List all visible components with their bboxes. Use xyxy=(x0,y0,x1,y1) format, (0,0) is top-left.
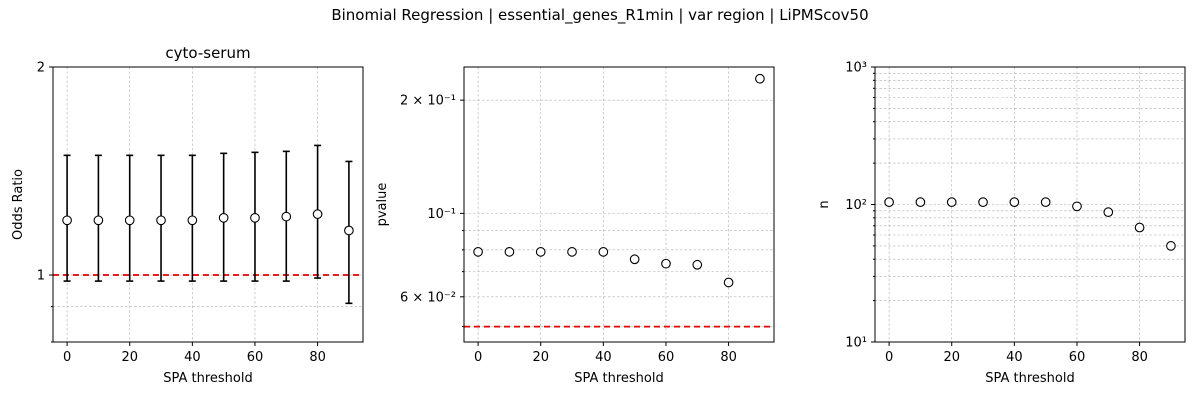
y-tick-label: 10³ xyxy=(845,61,867,76)
y-tick-label: 10⁻¹ xyxy=(427,207,456,222)
x-tick-label: 60 xyxy=(658,350,675,365)
data-point xyxy=(978,197,988,208)
axes-frame xyxy=(52,66,364,343)
data-point xyxy=(218,212,229,223)
x-tick-label: 0 xyxy=(474,350,482,365)
data-point xyxy=(156,215,166,226)
data-point xyxy=(281,211,292,222)
data-point xyxy=(946,197,957,208)
y-tick-label: 10² xyxy=(845,198,867,213)
data-point xyxy=(312,209,323,219)
data-point xyxy=(473,247,483,257)
data-point xyxy=(915,197,926,208)
x-tick-label: 60 xyxy=(247,350,264,365)
data-point xyxy=(62,215,72,226)
data-point xyxy=(629,254,640,265)
panel-odds-ratio: 0 20 40 60 80 1 2 cyto-serum SPA threshold Odds R… xyxy=(11,44,364,386)
axes-frame xyxy=(874,66,1186,343)
data-point xyxy=(1072,201,1082,212)
data-point xyxy=(884,197,894,208)
panel-title: cyto-serum xyxy=(165,44,250,62)
y-tick-label: 1 xyxy=(37,269,45,284)
figure-suptitle: Binomial Regression | essential_genes_R1… xyxy=(331,6,868,25)
x-tick-label: 40 xyxy=(595,350,612,365)
data-point xyxy=(723,277,734,288)
x-tick-label: 40 xyxy=(1006,350,1023,365)
x-tick-label: 20 xyxy=(121,350,138,365)
x-axis-label: SPA threshold xyxy=(163,371,253,386)
x-axis-label: SPA threshold xyxy=(574,371,664,386)
y-tick-label: 2 xyxy=(37,61,45,76)
data-point xyxy=(1166,241,1176,251)
data-point xyxy=(124,215,135,226)
x-tick-label: 20 xyxy=(943,350,960,365)
x-tick-label: 0 xyxy=(63,350,71,365)
x-tick-label: 80 xyxy=(720,350,737,365)
data-point xyxy=(598,247,609,257)
axes-frame xyxy=(463,66,775,343)
x-tick-label: 80 xyxy=(1131,350,1148,365)
data-point xyxy=(1040,197,1051,208)
data-point xyxy=(93,215,104,226)
data-point xyxy=(692,259,703,270)
x-tick-label: 80 xyxy=(309,350,326,365)
data-point xyxy=(504,247,515,257)
data-point xyxy=(1009,197,1020,208)
data-point xyxy=(661,258,671,269)
x-axis-label: SPA threshold xyxy=(985,371,1075,386)
x-tick-label: 40 xyxy=(184,350,201,365)
x-tick-label: 0 xyxy=(885,350,893,365)
x-tick-label: 20 xyxy=(532,350,549,365)
data-point xyxy=(250,212,260,223)
y-axis-label: n xyxy=(817,200,832,208)
y-tick-label: 10¹ xyxy=(845,336,867,351)
panel-pvalue: 0 20 40 60 80 6 × 10⁻² 10⁻¹ 2 × 10⁻¹ SPA thresho… xyxy=(375,66,775,386)
data-point xyxy=(1103,207,1114,217)
y-axis-label: Odds Ratio xyxy=(11,169,26,240)
x-tick-label: 60 xyxy=(1069,350,1086,365)
data-point xyxy=(344,225,354,236)
y-tick-label: 2 × 10⁻¹ xyxy=(400,94,456,109)
data-point xyxy=(755,73,765,84)
data-point xyxy=(1134,222,1145,233)
data-point xyxy=(187,215,198,226)
data-point xyxy=(535,247,546,257)
y-tick-label: 6 × 10⁻² xyxy=(400,290,456,305)
panel-n: 0 20 40 60 80 10¹ 10² 10³ SPA threshold n xyxy=(817,61,1186,386)
y-axis-label: pvalue xyxy=(375,183,390,227)
data-point xyxy=(567,247,577,257)
